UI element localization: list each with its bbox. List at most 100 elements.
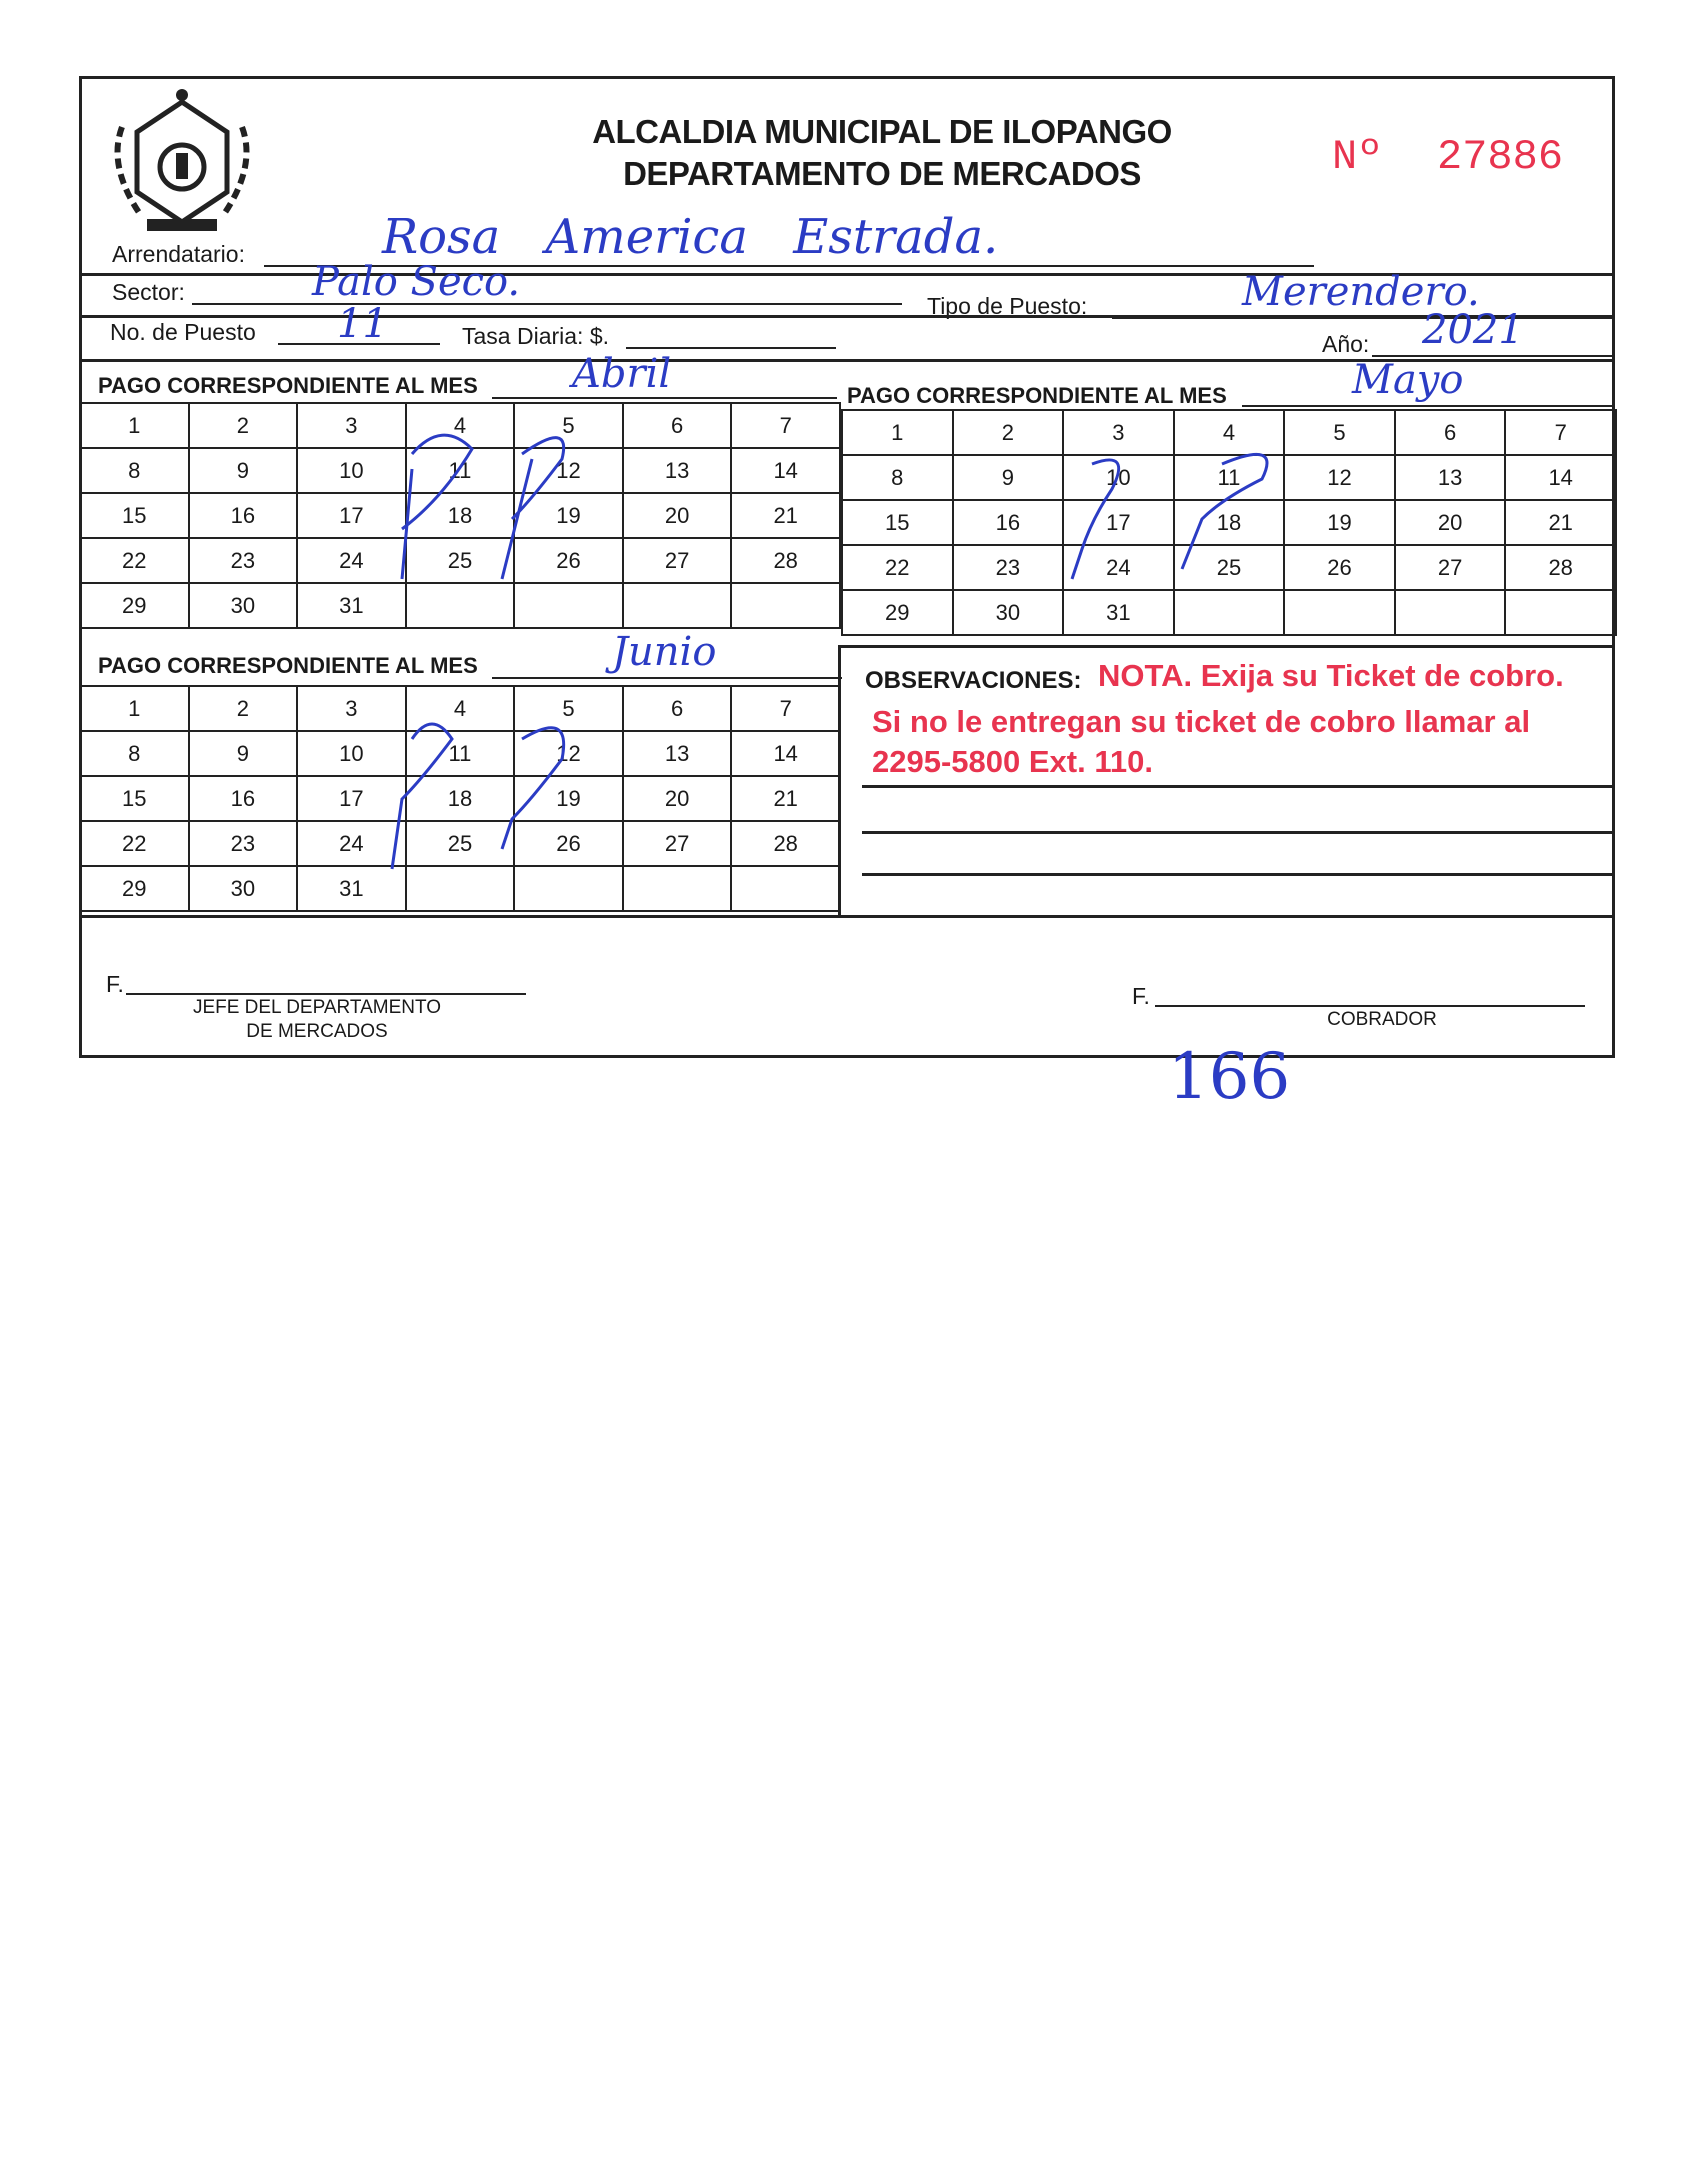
- calendar-day-cell[interactable]: 19: [513, 775, 624, 822]
- calendar-day-cell[interactable]: 17: [296, 492, 407, 539]
- calendar-day-cell[interactable]: 13: [1393, 454, 1507, 501]
- calendar-day-cell[interactable]: 2: [187, 402, 299, 449]
- calendar-day-cell[interactable]: 17: [296, 775, 407, 822]
- calendar-day-cell[interactable]: 13: [621, 730, 733, 777]
- sector-value[interactable]: Palo Seco.: [312, 259, 521, 305]
- calendar-day-cell[interactable]: 29: [841, 589, 954, 636]
- calendar-day-cell[interactable]: 22: [841, 544, 954, 591]
- calendar-day-cell[interactable]: 7: [730, 402, 841, 449]
- calendar-day-cell[interactable]: 30: [951, 589, 1065, 636]
- calendar-day-cell[interactable]: 21: [730, 775, 841, 822]
- calendar-day-cell[interactable]: 17: [1062, 499, 1175, 546]
- arrendatario-value[interactable]: Rosa America Estrada.: [382, 209, 999, 265]
- calendar-day-cell[interactable]: 1: [841, 409, 954, 456]
- calendar-day-cell[interactable]: 14: [730, 730, 841, 777]
- calendar-day-cell[interactable]: 31: [296, 865, 407, 912]
- calendar-day-cell[interactable]: 28: [730, 537, 841, 584]
- calendar-day-cell[interactable]: 15: [79, 775, 190, 822]
- calendar-day-cell[interactable]: 24: [296, 820, 407, 867]
- calendar-day-cell[interactable]: 5: [513, 402, 624, 449]
- calendar-day-cell[interactable]: 22: [79, 820, 190, 867]
- calendar-day-cell[interactable]: 30: [187, 582, 299, 629]
- calendar-day-cell[interactable]: 25: [404, 537, 516, 584]
- calendar-day-cell[interactable]: 24: [1062, 544, 1175, 591]
- calendar-day-cell[interactable]: 31: [1062, 589, 1175, 636]
- tipo-puesto-value[interactable]: Merendero.: [1242, 269, 1480, 315]
- calendar-day-cell[interactable]: 9: [187, 730, 299, 777]
- calendar-day-cell[interactable]: 10: [296, 730, 407, 777]
- calendar-day-cell[interactable]: 2: [951, 409, 1065, 456]
- calendar-day-cell[interactable]: 1: [79, 685, 190, 732]
- calendar-day-cell[interactable]: 10: [1062, 454, 1175, 501]
- calendar-day-cell[interactable]: [730, 582, 841, 629]
- calendar-day-cell[interactable]: 31: [296, 582, 407, 629]
- calendar-day-cell[interactable]: 2: [187, 685, 299, 732]
- calendar-day-cell[interactable]: 13: [621, 447, 733, 494]
- calendar-day-cell[interactable]: [1393, 589, 1507, 636]
- calendar-day-cell[interactable]: 6: [1393, 409, 1507, 456]
- calendar-day-cell[interactable]: 8: [79, 730, 190, 777]
- calendar-day-cell[interactable]: 6: [621, 685, 733, 732]
- calendar-day-cell[interactable]: 9: [951, 454, 1065, 501]
- calendar-day-cell[interactable]: 3: [296, 402, 407, 449]
- calendar-day-cell[interactable]: 27: [1393, 544, 1507, 591]
- calendar-day-cell[interactable]: 29: [79, 865, 190, 912]
- anio-value[interactable]: 2021: [1422, 307, 1524, 353]
- calendar-day-cell[interactable]: [404, 865, 516, 912]
- calendar-day-cell[interactable]: [1504, 589, 1617, 636]
- calendar-day-cell[interactable]: [730, 865, 841, 912]
- calendar-day-cell[interactable]: 19: [1283, 499, 1396, 546]
- calendar-day-cell[interactable]: 25: [1172, 544, 1286, 591]
- calendar-day-cell[interactable]: 4: [404, 685, 516, 732]
- calendar-day-cell[interactable]: 15: [841, 499, 954, 546]
- calendar-day-cell[interactable]: 26: [513, 537, 624, 584]
- calendar-day-cell[interactable]: 14: [1504, 454, 1617, 501]
- calendar-day-cell[interactable]: 26: [1283, 544, 1396, 591]
- calendar-day-cell[interactable]: 18: [404, 492, 516, 539]
- calendar-day-cell[interactable]: [404, 582, 516, 629]
- calendar-day-cell[interactable]: 19: [513, 492, 624, 539]
- calendar-day-cell[interactable]: 27: [621, 820, 733, 867]
- calendar-day-cell[interactable]: 23: [951, 544, 1065, 591]
- calendar-day-cell[interactable]: 22: [79, 537, 190, 584]
- calendar-day-cell[interactable]: 6: [621, 402, 733, 449]
- calendar-day-cell[interactable]: 16: [187, 775, 299, 822]
- calendar-day-cell[interactable]: 20: [621, 775, 733, 822]
- calendar-day-cell[interactable]: 18: [404, 775, 516, 822]
- calendar-day-cell[interactable]: 9: [187, 447, 299, 494]
- calendar-day-cell[interactable]: 8: [841, 454, 954, 501]
- calendar-day-cell[interactable]: 8: [79, 447, 190, 494]
- calendar-day-cell[interactable]: 25: [404, 820, 516, 867]
- month-junio-value[interactable]: Junio: [612, 629, 717, 675]
- calendar-day-cell[interactable]: 12: [513, 730, 624, 777]
- calendar-day-cell[interactable]: 11: [404, 730, 516, 777]
- month-mayo-value[interactable]: Mayo: [1352, 357, 1464, 403]
- calendar-day-cell[interactable]: 12: [1283, 454, 1396, 501]
- calendar-day-cell[interactable]: 30: [187, 865, 299, 912]
- calendar-day-cell[interactable]: 14: [730, 447, 841, 494]
- calendar-day-cell[interactable]: 10: [296, 447, 407, 494]
- calendar-day-cell[interactable]: 24: [296, 537, 407, 584]
- calendar-day-cell[interactable]: 3: [296, 685, 407, 732]
- calendar-day-cell[interactable]: 7: [1504, 409, 1617, 456]
- calendar-day-cell[interactable]: 27: [621, 537, 733, 584]
- calendar-day-cell[interactable]: 23: [187, 537, 299, 584]
- no-puesto-value[interactable]: 11: [337, 301, 388, 347]
- calendar-day-cell[interactable]: 3: [1062, 409, 1175, 456]
- calendar-day-cell[interactable]: 18: [1172, 499, 1286, 546]
- calendar-day-cell[interactable]: [1283, 589, 1396, 636]
- calendar-day-cell[interactable]: 5: [1283, 409, 1396, 456]
- calendar-day-cell[interactable]: 23: [187, 820, 299, 867]
- calendar-day-cell[interactable]: 28: [1504, 544, 1617, 591]
- calendar-day-cell[interactable]: [1172, 589, 1286, 636]
- calendar-day-cell[interactable]: 21: [1504, 499, 1617, 546]
- calendar-day-cell[interactable]: 21: [730, 492, 841, 539]
- calendar-day-cell[interactable]: [513, 865, 624, 912]
- calendar-day-cell[interactable]: 1: [79, 402, 190, 449]
- calendar-day-cell[interactable]: 11: [1172, 454, 1286, 501]
- calendar-day-cell[interactable]: 16: [951, 499, 1065, 546]
- calendar-day-cell[interactable]: 28: [730, 820, 841, 867]
- calendar-day-cell[interactable]: 12: [513, 447, 624, 494]
- calendar-day-cell[interactable]: 5: [513, 685, 624, 732]
- calendar-day-cell[interactable]: [621, 865, 733, 912]
